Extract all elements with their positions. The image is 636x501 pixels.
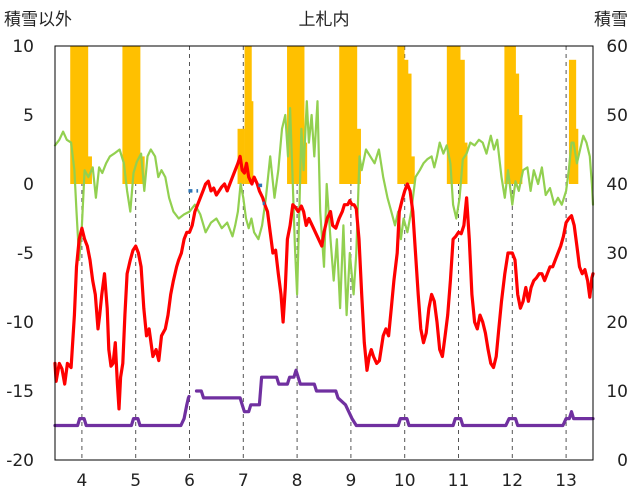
left-tick-label-neg5: -5 bbox=[17, 244, 34, 264]
right-tick-label-20: 20 bbox=[606, 313, 628, 333]
precip-bars bbox=[70, 46, 579, 184]
precip-bar-8 bbox=[133, 46, 141, 184]
left-tick-label-5: 5 bbox=[23, 106, 34, 126]
left-tick-label-neg20: -20 bbox=[6, 451, 34, 471]
x-tick-label-11: 11 bbox=[448, 471, 470, 491]
snow_depth-line bbox=[53, 394, 191, 428]
precip-bar-6 bbox=[124, 46, 132, 184]
precip-bar-14 bbox=[289, 46, 297, 184]
precip-bar-20 bbox=[345, 46, 353, 184]
right-tick-label-50: 50 bbox=[606, 106, 628, 126]
left-tick-label-10: 10 bbox=[12, 37, 34, 57]
left-tick-label-0: 0 bbox=[23, 175, 34, 195]
x-tick-label-9: 9 bbox=[345, 471, 356, 491]
precip-bar-23 bbox=[397, 46, 405, 184]
tick-labels: 4 5 6 7 8 9 10 11 12 131050-5-10-15-2060504030201… bbox=[6, 37, 628, 491]
temperature-line bbox=[53, 154, 595, 411]
x-tick-label-13: 13 bbox=[555, 471, 577, 491]
x-tick-label-12: 12 bbox=[501, 471, 523, 491]
x-tick-label-5: 5 bbox=[130, 471, 141, 491]
snow_depth_b-line bbox=[194, 368, 595, 428]
plot-frame bbox=[54, 45, 594, 461]
precip-bar-30 bbox=[457, 59, 465, 184]
precip-bar-4 bbox=[84, 156, 92, 184]
left-tick-label-neg15: -15 bbox=[6, 382, 34, 402]
right-tick-label-10: 10 bbox=[606, 382, 628, 402]
precip-bar-22 bbox=[353, 128, 361, 184]
precip-bar-2 bbox=[77, 46, 85, 184]
precip-bar-36 bbox=[568, 59, 577, 184]
left-axis-label: 積雪以外 bbox=[4, 10, 72, 30]
precip-bar-32 bbox=[504, 46, 512, 184]
grid-layer bbox=[81, 46, 567, 460]
precip-bar-29 bbox=[453, 46, 461, 184]
precip-bar-3 bbox=[80, 46, 89, 184]
x-tick-label-6: 6 bbox=[184, 471, 195, 491]
x-tick-label-10: 10 bbox=[394, 471, 416, 491]
precip-bar-12 bbox=[246, 101, 254, 184]
left-tick-label-neg10: -10 bbox=[6, 313, 34, 333]
precip-bar-26 bbox=[407, 156, 415, 184]
precip-bar-21 bbox=[349, 46, 358, 184]
x-tick-label-4: 4 bbox=[76, 471, 87, 491]
precip-bar-9 bbox=[137, 156, 145, 184]
right-tick-label-0: 0 bbox=[617, 451, 628, 471]
precip-bar-25 bbox=[404, 73, 412, 184]
right-tick-label-40: 40 bbox=[606, 175, 628, 195]
precip-bar-15 bbox=[293, 46, 301, 184]
series-lines bbox=[53, 100, 595, 428]
precip-bar-0 bbox=[70, 46, 78, 184]
right-tick-label-30: 30 bbox=[606, 244, 628, 264]
right-axis-label: 積雪 bbox=[594, 10, 628, 30]
wind-line bbox=[53, 100, 595, 317]
precip-bar-31 bbox=[460, 142, 468, 184]
precip-bar-28 bbox=[449, 46, 457, 184]
precip-bar-16 bbox=[297, 46, 305, 184]
chart-title: 上札内 bbox=[299, 10, 350, 30]
x-tick-label-8: 8 bbox=[292, 471, 303, 491]
x-tick-label-7: 7 bbox=[238, 471, 249, 491]
precip-bar-35 bbox=[515, 115, 523, 184]
precip-bar-7 bbox=[128, 46, 136, 184]
right-tick-label-60: 60 bbox=[606, 37, 628, 57]
